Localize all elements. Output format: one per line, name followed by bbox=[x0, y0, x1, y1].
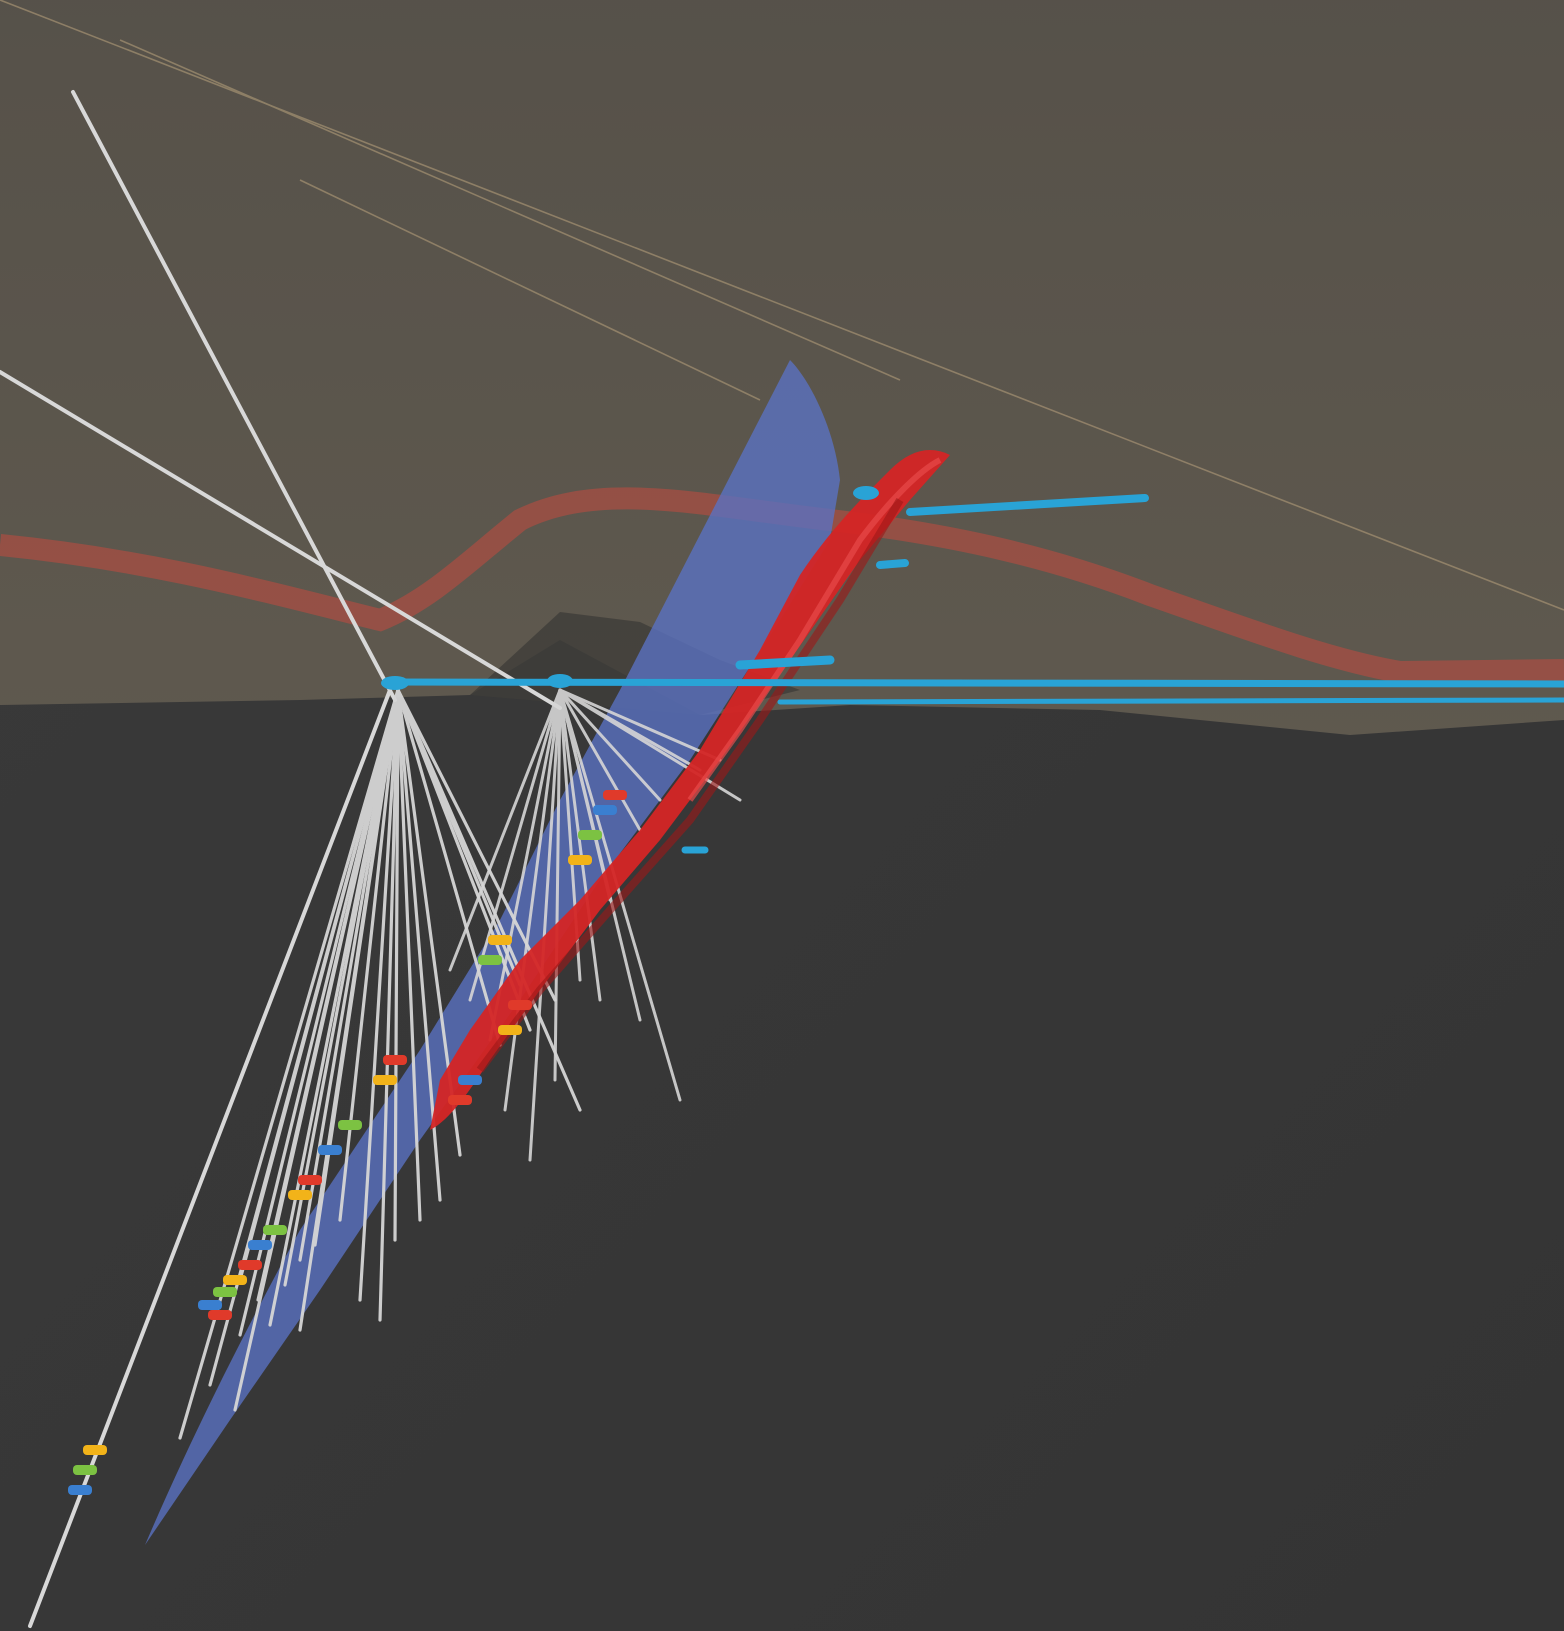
drillhole-fan-b-5 bbox=[528, 688, 562, 1162]
interval-marker-5 bbox=[298, 1175, 322, 1185]
working-crosscut-1 bbox=[735, 655, 835, 670]
working-crosscut-2 bbox=[876, 559, 909, 569]
drillholes-fan-b bbox=[448, 688, 742, 1162]
interval-marker-7 bbox=[263, 1225, 287, 1235]
drillhole-fan-b-14 bbox=[558, 688, 742, 802]
drillhole-fan-a-11 bbox=[358, 688, 400, 1302]
drillhole-fan-b-13 bbox=[558, 688, 722, 762]
interval-marker-22 bbox=[83, 1445, 107, 1455]
drillhole-fan-b-2 bbox=[468, 688, 562, 1002]
drillhole-long-2 bbox=[0, 370, 562, 710]
underground-workings bbox=[381, 486, 1564, 854]
assay-interval-markers bbox=[68, 790, 627, 1495]
ore-body-shadow bbox=[476, 497, 904, 1073]
drillhole-fan-a-14 bbox=[396, 688, 422, 1222]
drillhole-fan-b-4 bbox=[503, 688, 562, 1112]
drillhole-fan-b-3 bbox=[488, 688, 562, 1042]
interval-marker-8 bbox=[248, 1240, 272, 1250]
topographic-surface bbox=[0, 0, 1564, 735]
working-level-2 bbox=[777, 697, 1564, 705]
interval-marker-20 bbox=[593, 805, 617, 815]
drillhole-fan-b-8 bbox=[558, 688, 602, 1002]
interval-marker-24 bbox=[68, 1485, 92, 1495]
working-upper-drift bbox=[906, 494, 1149, 516]
working-shaft-top bbox=[853, 486, 879, 500]
surface-lines bbox=[0, 0, 1564, 611]
drillhole-fan-a-7 bbox=[283, 688, 400, 1287]
interval-marker-1 bbox=[383, 1055, 407, 1065]
interval-marker-26 bbox=[498, 1025, 522, 1035]
interval-marker-14 bbox=[488, 935, 512, 945]
drillhole-fan-b-6 bbox=[553, 688, 562, 1082]
drillhole-fan-a-5 bbox=[256, 688, 400, 1302]
interval-marker-17 bbox=[448, 1095, 472, 1105]
interval-marker-16 bbox=[458, 1075, 482, 1085]
drillhole-fan-a-10 bbox=[338, 688, 400, 1222]
interval-marker-11 bbox=[213, 1287, 237, 1297]
interval-marker-12 bbox=[198, 1300, 222, 1310]
interval-marker-13 bbox=[208, 1310, 232, 1320]
interval-marker-18 bbox=[568, 855, 592, 865]
drillhole-fan-b-11 bbox=[558, 688, 662, 802]
drillhole-fan-b-10 bbox=[558, 688, 642, 832]
ore-body-highlight bbox=[687, 457, 942, 802]
drillhole-fan-a-21 bbox=[396, 688, 582, 1112]
interval-marker-6 bbox=[288, 1190, 312, 1200]
fault-plane bbox=[145, 360, 840, 1545]
interval-marker-9 bbox=[238, 1260, 262, 1270]
interval-marker-2 bbox=[373, 1075, 397, 1085]
interval-marker-15 bbox=[478, 955, 502, 965]
drillhole-fan-a-22 bbox=[238, 688, 400, 1282]
ore-body bbox=[430, 450, 950, 1130]
faint-ore-trace bbox=[0, 487, 1564, 684]
working-level-1 bbox=[386, 678, 1564, 688]
drillhole-fan-a-17 bbox=[396, 688, 502, 1047]
drillhole-fan-b-1 bbox=[448, 688, 562, 972]
drillhole-fan-a-8 bbox=[298, 688, 400, 1262]
interval-marker-4 bbox=[318, 1145, 342, 1155]
drillhole-fan-a-23 bbox=[298, 688, 400, 1332]
interval-marker-21 bbox=[603, 790, 627, 800]
interval-marker-23 bbox=[73, 1465, 97, 1475]
working-collar-a bbox=[381, 676, 409, 690]
interval-marker-25 bbox=[508, 1000, 532, 1010]
drillhole-fan-b-16 bbox=[558, 688, 642, 1022]
drillhole-fan-a-13 bbox=[393, 688, 400, 1242]
drillhole-fan-a-12 bbox=[378, 688, 400, 1322]
interval-marker-3 bbox=[338, 1120, 362, 1130]
working-collar-b bbox=[547, 674, 573, 688]
drillhole-fan-a-20 bbox=[396, 688, 557, 1002]
drillhole-long-1 bbox=[71, 90, 397, 702]
interval-marker-19 bbox=[578, 830, 602, 840]
interval-marker-10 bbox=[223, 1275, 247, 1285]
